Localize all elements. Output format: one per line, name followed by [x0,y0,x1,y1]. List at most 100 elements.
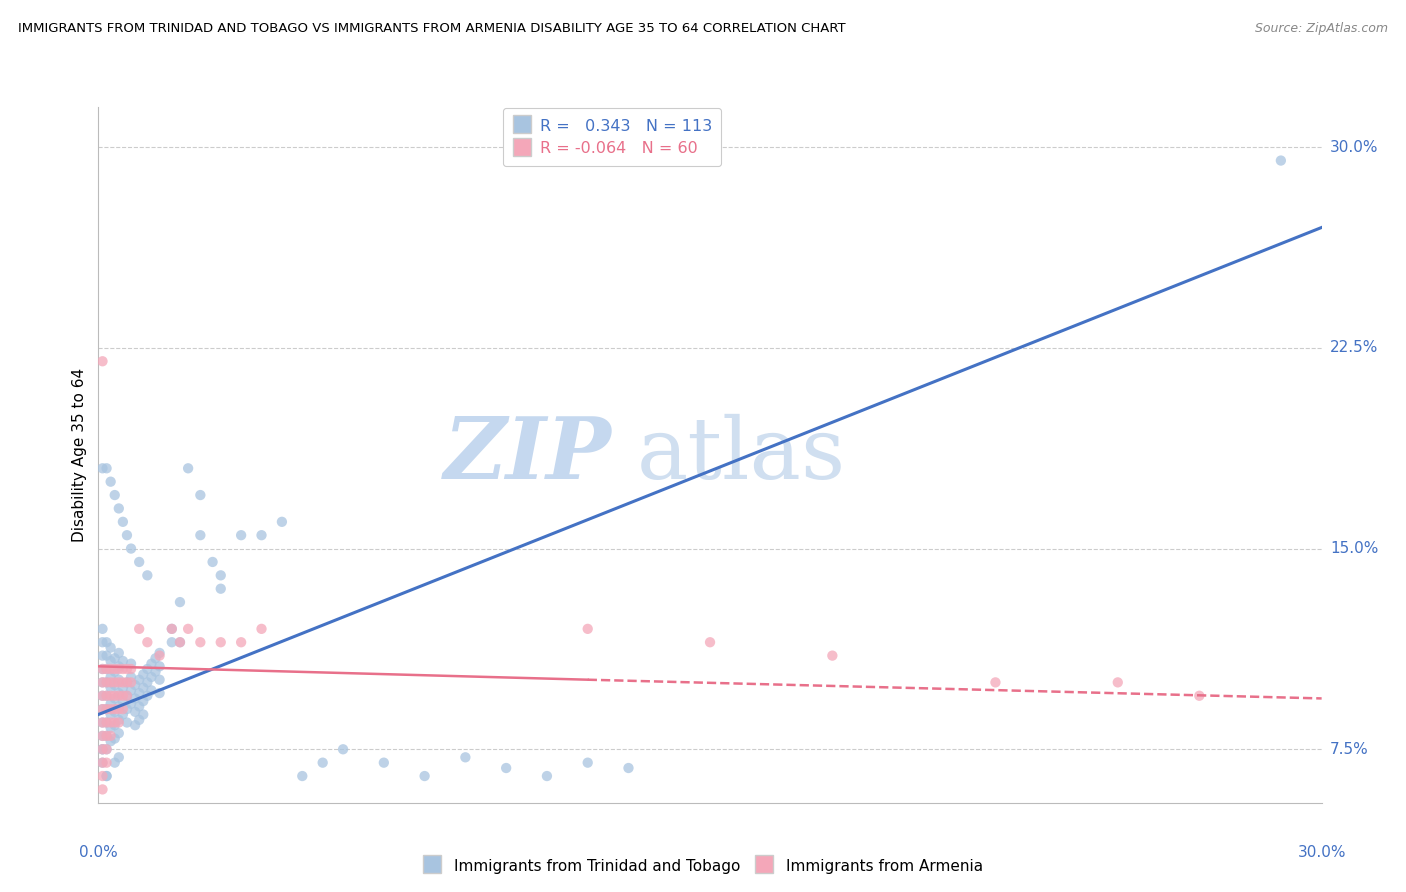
Point [96,729,118,743]
Point [96,675,118,690]
Point [120,541,142,556]
Point [454,750,477,764]
Legend: R =   0.343   N = 113, R = -0.064   N = 60: R = 0.343 N = 113, R = -0.064 N = 60 [503,108,721,166]
Point [91,782,114,797]
Text: Source: ZipAtlas.com: Source: ZipAtlas.com [1254,22,1388,36]
Point [141,683,163,698]
Point [100,721,122,735]
Point [111,681,134,695]
Point [91,702,114,716]
Point [96,729,118,743]
Point [108,646,131,660]
Point [96,742,118,756]
Point [136,635,159,649]
Point [115,702,138,716]
Point [100,697,122,711]
Point [188,635,212,649]
Text: IMMIGRANTS FROM TRINIDAD AND TOBAGO VS IMMIGRANTS FROM ARMENIA DISABILITY AGE 35: IMMIGRANTS FROM TRINIDAD AND TOBAGO VS I… [18,22,846,36]
Point [128,713,150,727]
Point [111,707,134,722]
Point [231,528,253,542]
Point [149,648,172,663]
Point [96,675,118,690]
Point [1188,689,1211,703]
Point [128,555,150,569]
Point [115,689,138,703]
Point [188,528,212,542]
Point [111,654,134,668]
Point [132,681,155,695]
Point [115,528,138,542]
Point [124,678,146,692]
Point [1107,675,1129,690]
Text: 30.0%: 30.0% [1298,845,1346,860]
Point [291,769,314,783]
Point [91,729,114,743]
Point [160,635,183,649]
Point [96,769,118,783]
Point [821,648,844,663]
Point [96,715,118,730]
Point [413,769,436,783]
Point [145,665,167,679]
Point [96,461,118,475]
Point [104,705,127,719]
Point [100,729,122,743]
Point [250,528,273,542]
Point [100,475,122,489]
Point [115,715,138,730]
Point [115,675,138,690]
Point [100,654,122,668]
Point [91,689,114,703]
Point [91,769,114,783]
Point [104,488,127,502]
Point [100,689,122,703]
Point [231,635,253,649]
Point [128,622,150,636]
Point [111,662,134,676]
Point [132,694,155,708]
Point [91,648,114,663]
Point [120,670,142,684]
Point [132,707,155,722]
Point [136,662,159,676]
Point [111,689,134,703]
Point [100,734,122,748]
Point [104,715,127,730]
Point [108,715,131,730]
Point [128,699,150,714]
Text: 0.0%: 0.0% [79,845,118,860]
Point [124,718,146,732]
Point [136,675,159,690]
Point [91,742,114,756]
Text: ZIP: ZIP [444,413,612,497]
Point [104,665,127,679]
Point [136,689,159,703]
Point [96,662,118,676]
Point [149,646,172,660]
Point [91,702,114,716]
Point [270,515,294,529]
Point [100,670,122,684]
Point [108,673,131,687]
Point [91,756,114,770]
Point [91,622,114,636]
Point [160,622,183,636]
Point [115,662,138,676]
Point [100,707,122,722]
Point [111,515,134,529]
Point [100,662,122,676]
Text: 15.0%: 15.0% [1330,541,1378,556]
Point [104,691,127,706]
Point [209,635,232,649]
Point [132,667,155,681]
Point [108,702,131,716]
Text: 30.0%: 30.0% [1330,140,1378,154]
Point [91,689,114,703]
Point [1270,153,1292,168]
Point [91,461,114,475]
Point [96,648,118,663]
Point [96,702,118,716]
Point [91,756,114,770]
Point [108,686,131,700]
